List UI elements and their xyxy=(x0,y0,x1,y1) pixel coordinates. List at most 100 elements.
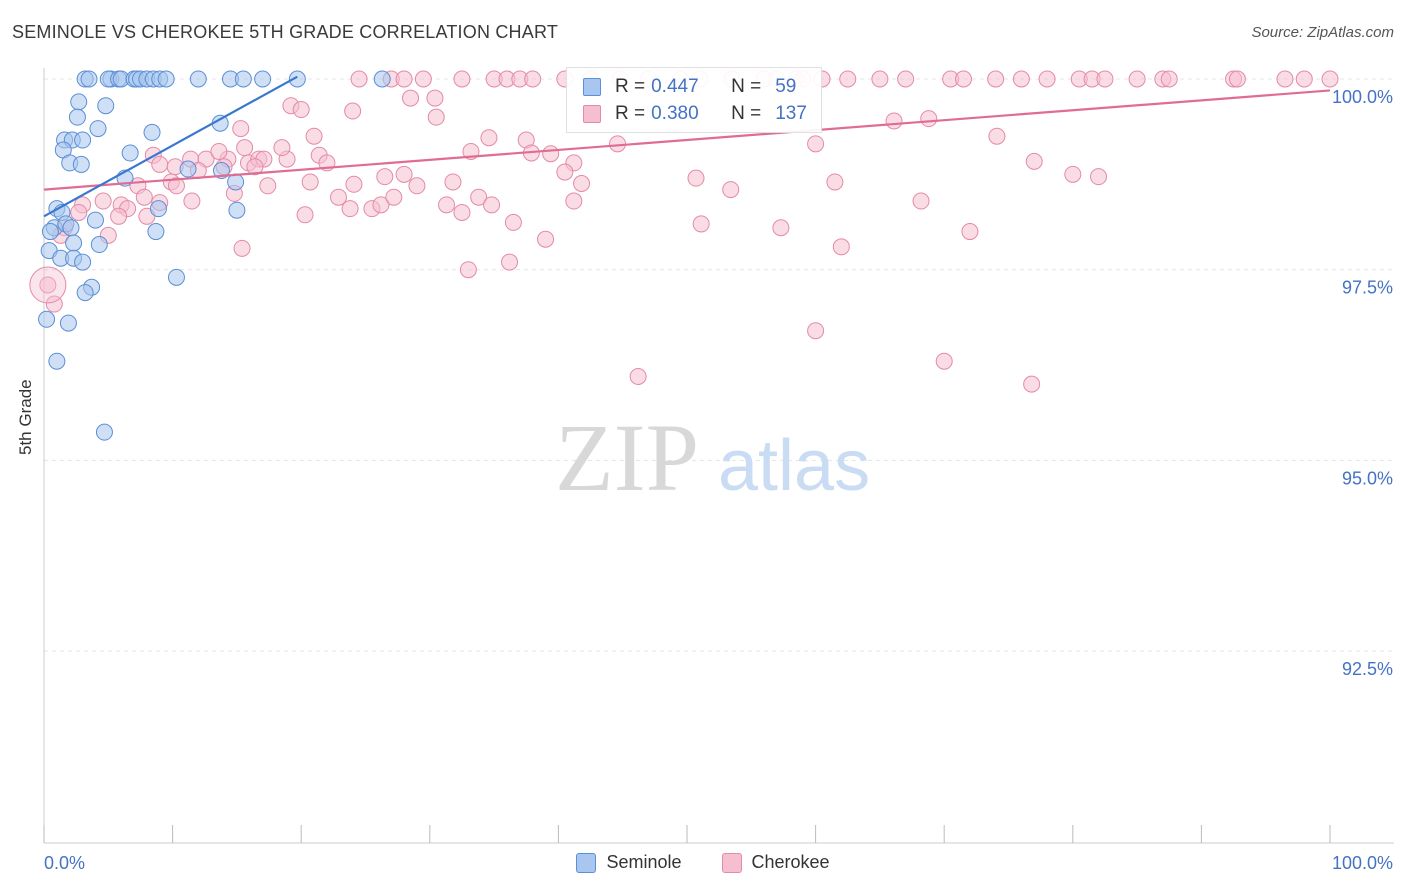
chart-title: SEMINOLE VS CHEROKEE 5TH GRADE CORRELATI… xyxy=(12,22,559,42)
seminole-point xyxy=(143,123,161,141)
seminole-point xyxy=(80,70,98,88)
legend-item-cherokee[interactable]: Cherokee xyxy=(721,852,830,873)
cherokee-point xyxy=(987,70,1005,88)
y-tick-label: 95.0% xyxy=(1342,468,1393,488)
cherokee-trend-line xyxy=(43,89,1331,191)
seminole-point xyxy=(74,131,92,149)
seminole-legend-label: Seminole xyxy=(606,852,682,872)
cherokee-point xyxy=(345,175,363,193)
seminole-point xyxy=(76,284,94,302)
cherokee-point xyxy=(609,135,627,153)
cherokee-point xyxy=(897,70,915,88)
cherokee-point xyxy=(1160,70,1178,88)
cherokee-point xyxy=(453,70,471,88)
cherokee-point xyxy=(296,206,314,224)
cherokee-point xyxy=(372,196,390,214)
cherokee-point xyxy=(70,203,88,221)
cherokee-point xyxy=(556,163,574,181)
cherokee-point xyxy=(329,188,347,206)
seminole-point xyxy=(68,108,86,126)
y-tick-label: 97.5% xyxy=(1342,278,1393,298)
r-label: R = xyxy=(615,103,646,124)
cherokee-point xyxy=(151,155,169,173)
y-tick-label: 92.5% xyxy=(1342,659,1393,679)
seminole-point xyxy=(65,234,83,252)
cherokee-point xyxy=(935,352,953,370)
cherokee-point xyxy=(920,110,938,128)
seminole-points xyxy=(38,70,391,441)
axes xyxy=(43,68,1394,844)
seminole-point xyxy=(41,223,59,241)
seminole-r-value: 0.447 xyxy=(651,76,699,97)
cherokee-r-value: 0.380 xyxy=(651,103,699,124)
legend-item-seminole[interactable]: Seminole xyxy=(576,852,682,873)
cherokee-points xyxy=(29,70,1339,393)
cherokee-point xyxy=(135,188,153,206)
cherokee-point xyxy=(1321,70,1339,88)
seminole-n-value: 59 xyxy=(775,76,797,97)
seminole-point xyxy=(95,423,113,441)
seminole-point xyxy=(167,268,185,286)
cherokee-point xyxy=(94,192,112,210)
seminole-point xyxy=(72,155,90,173)
seminole-point xyxy=(228,201,246,219)
cherokee-point xyxy=(232,120,250,138)
cherokee-point xyxy=(444,173,462,191)
cherokee-point xyxy=(210,142,228,160)
seminole-point xyxy=(89,120,107,138)
cherokee-point xyxy=(1090,168,1108,186)
series-legend: Seminole Cherokee xyxy=(0,852,1406,873)
cherokee-point xyxy=(376,168,394,186)
cherokee-n-value: 137 xyxy=(775,103,807,124)
cherokee-point xyxy=(573,175,591,193)
cherokee-point xyxy=(480,129,498,147)
seminole-point xyxy=(179,160,197,178)
cherokee-point xyxy=(988,127,1006,145)
cherokee-point xyxy=(236,139,254,157)
seminole-point xyxy=(38,310,56,328)
cherokee-point xyxy=(1012,70,1030,88)
cherokee-point xyxy=(692,215,710,233)
cherokee-point xyxy=(501,253,519,271)
cherokee-point xyxy=(1295,70,1313,88)
cherokee-point xyxy=(687,169,705,187)
n-label: N = xyxy=(731,76,762,97)
cherokee-point xyxy=(1096,70,1114,88)
seminole-point xyxy=(70,93,88,111)
cherokee-point xyxy=(537,230,555,248)
cherokee-point xyxy=(961,223,979,241)
cherokee-point xyxy=(1276,70,1294,88)
cherokee-point xyxy=(807,135,825,153)
cherokee-point xyxy=(301,173,319,191)
cherokee-point xyxy=(839,70,857,88)
cherokee-point xyxy=(385,188,403,206)
cherokee-point xyxy=(305,127,323,145)
cherokee-point xyxy=(542,145,560,163)
cherokee-point xyxy=(408,177,426,195)
cherokee-point xyxy=(826,173,844,191)
seminole-point xyxy=(373,70,391,88)
cherokee-point xyxy=(1025,152,1043,170)
cherokee-point xyxy=(629,367,647,385)
cherokee-swatch xyxy=(583,105,601,123)
cherokee-point xyxy=(395,70,413,88)
seminole-swatch xyxy=(576,852,597,873)
cherokee-point xyxy=(402,89,420,107)
cherokee-point xyxy=(233,239,251,257)
cherokee-legend-label: Cherokee xyxy=(751,852,830,872)
seminole-point xyxy=(74,253,92,271)
seminole-point xyxy=(157,70,175,88)
r-label: R = xyxy=(615,76,646,97)
cherokee-point xyxy=(395,165,413,183)
seminole-point xyxy=(189,70,207,88)
cherokee-point xyxy=(459,261,477,279)
cherokee-point xyxy=(470,188,488,206)
source-label: Source: ZipAtlas.com xyxy=(1251,24,1394,41)
cherokee-point xyxy=(167,177,185,195)
x-tick-label-min: 0.0% xyxy=(44,853,85,873)
cherokee-point xyxy=(483,196,501,214)
cherokee-point xyxy=(1228,70,1246,88)
cherokee-point-large xyxy=(29,266,67,304)
cherokee-swatch xyxy=(721,852,742,873)
